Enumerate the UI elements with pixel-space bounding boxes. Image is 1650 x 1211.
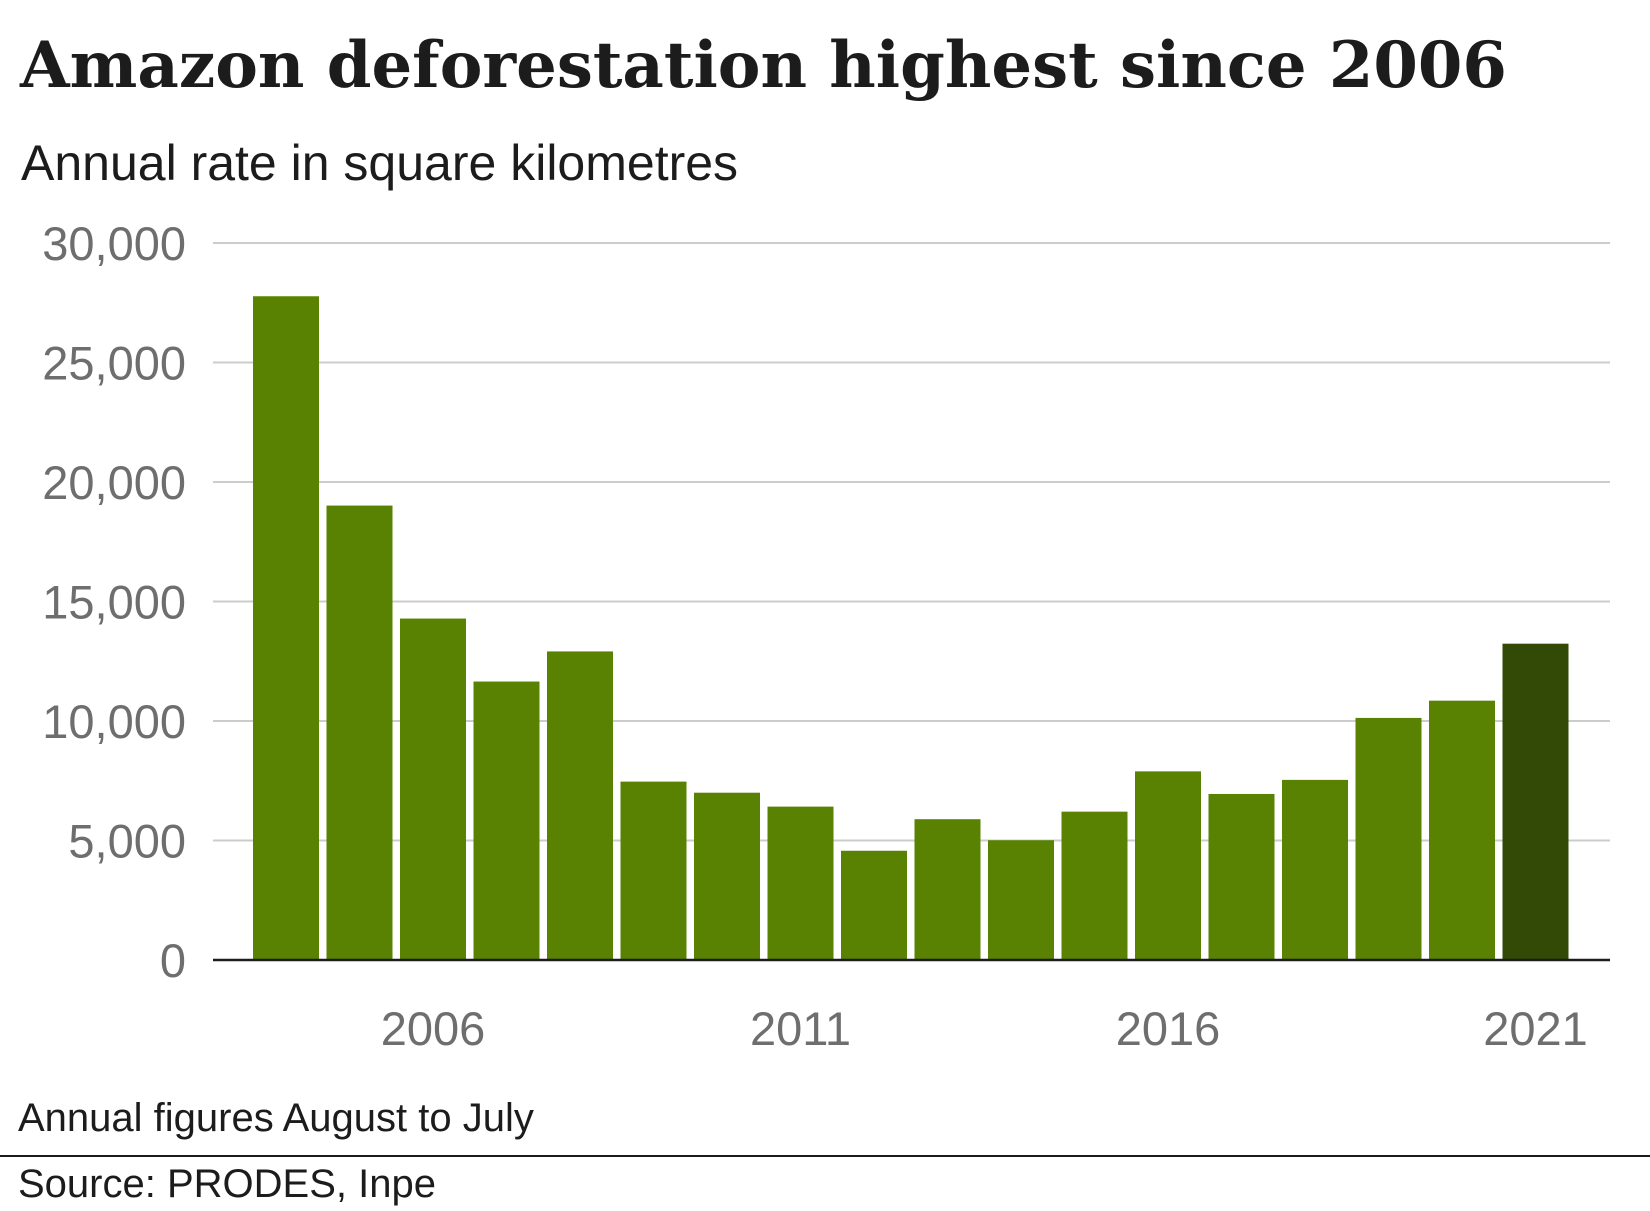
bar-2009 (620, 781, 687, 960)
bar-2005 (326, 505, 393, 960)
bar-2008 (547, 651, 613, 960)
bar-2013 (914, 819, 981, 960)
chart-title: Amazon deforestation highest since 2006 (20, 28, 1507, 103)
y-tick-label: 15,000 (42, 576, 186, 629)
bar-2011 (767, 806, 834, 960)
bar-2015 (1061, 811, 1128, 960)
bars (253, 296, 1569, 960)
source-credit: Source: PRODES, Inpe (18, 1162, 436, 1206)
x-tick-label: 2021 (1483, 1002, 1588, 1055)
bar-2014 (988, 840, 1054, 960)
bar-2007 (473, 681, 540, 960)
bar-2019 (1355, 717, 1422, 960)
footnote: Annual figures August to July (18, 1096, 534, 1140)
y-tick-label: 10,000 (42, 695, 186, 748)
bar-2012 (841, 850, 907, 960)
x-tick-label: 2016 (1116, 1002, 1221, 1055)
y-tick-label: 20,000 (42, 456, 186, 509)
x-axis-tick-labels: 2006 2011 2016 2021 (381, 1002, 1588, 1055)
bar-2021 (1502, 643, 1569, 960)
x-tick-label: 2011 (750, 1002, 851, 1055)
bar-2010 (694, 792, 760, 960)
bar-2006 (400, 618, 466, 960)
y-tick-label: 5,000 (68, 815, 186, 868)
y-tick-label: 25,000 (42, 337, 186, 390)
bar-2016 (1135, 771, 1201, 960)
y-tick-label: 30,000 (42, 217, 186, 270)
bar-2020 (1429, 700, 1495, 960)
bar-2018 (1282, 779, 1348, 960)
bar-chart: 0 5,000 10,000 15,000 20,000 25,000 30,000 200… (42, 217, 1610, 1055)
bar-2004 (253, 296, 319, 960)
x-tick-label: 2006 (381, 1002, 486, 1055)
footer-divider (0, 1155, 1650, 1157)
y-tick-label: 0 (160, 934, 186, 987)
y-axis-tick-labels: 0 5,000 10,000 15,000 20,000 25,000 30,000 (42, 217, 186, 987)
bar-2017 (1208, 793, 1275, 960)
chart-subtitle: Annual rate in square kilometres (21, 135, 739, 191)
